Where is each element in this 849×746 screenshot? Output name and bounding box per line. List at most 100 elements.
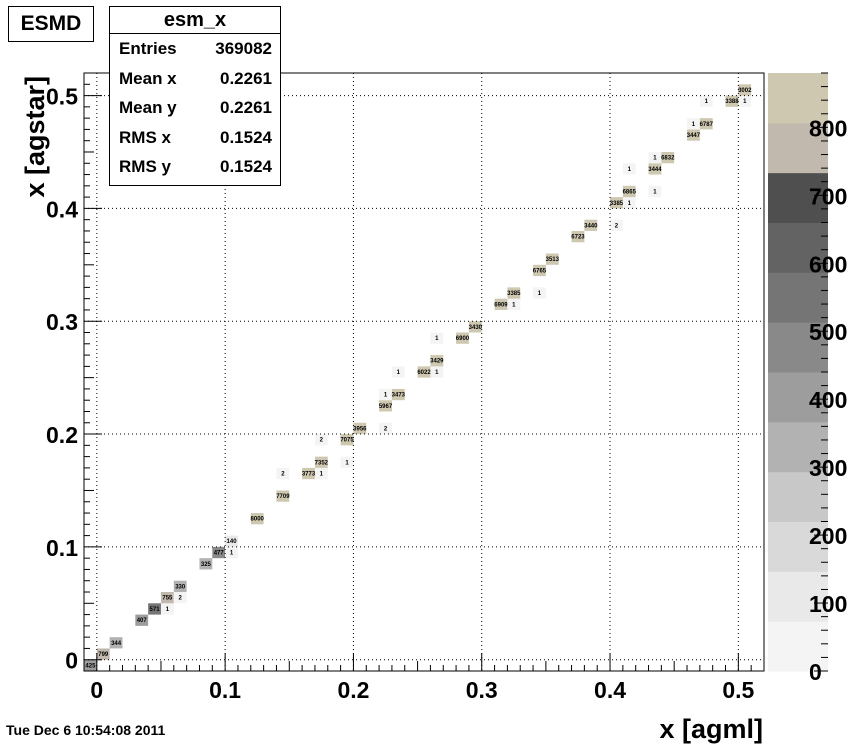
cell-rect xyxy=(160,603,174,615)
cell-rect xyxy=(225,535,238,547)
colorbar: 0 100 200 300 400 500 600 700 800 xyxy=(768,72,847,685)
cell-rect xyxy=(212,546,226,559)
axis-tick-labels: 0 0.1 0.2 0.3 0.4 0.5 0 0.1 0.2 0.3 0.4 0.5 xyxy=(46,84,755,703)
cell-value-label: 1 xyxy=(692,122,696,128)
heatmap-cell: 1 xyxy=(379,388,392,401)
heatmap-cell: 3385 xyxy=(507,287,521,299)
x-tick-label: 0.5 xyxy=(722,677,754,703)
cell-rect xyxy=(391,366,405,378)
cell-value-label: 344 xyxy=(111,641,122,647)
heatmap-cell: 477 xyxy=(212,546,226,559)
heatmap-cell: 3956 xyxy=(353,422,367,435)
cell-value-label: 1 xyxy=(743,99,747,105)
heatmap-cell: 330 xyxy=(173,580,187,593)
stats-row: Mean x 0.2261 xyxy=(110,64,280,94)
cell-value-label: 3473 xyxy=(392,393,406,399)
heatmap-cell: 325 xyxy=(199,558,213,570)
cell-value-label: 3773 xyxy=(302,472,316,478)
heatmap-cell: 140 xyxy=(225,535,238,547)
heatmap-cell: 1 xyxy=(533,287,546,299)
x-tick-label: 0.4 xyxy=(594,677,626,703)
timestamp: Tue Dec 6 10:54:08 2011 xyxy=(6,722,166,738)
heatmap-cell: 2 xyxy=(379,422,392,435)
cell-value-label: 5967 xyxy=(379,404,393,410)
x-tick-label: 0.1 xyxy=(209,677,241,703)
stats-value: 0.2261 xyxy=(220,68,272,88)
cell-value-label: 755 xyxy=(162,596,173,602)
cell-rect xyxy=(648,163,662,175)
cell-rect xyxy=(135,614,149,626)
cell-rect xyxy=(353,422,367,435)
cell-value-label: 3956 xyxy=(353,426,367,432)
heatmap-cell: 571 xyxy=(148,603,161,615)
cell-rect xyxy=(507,298,521,310)
cell-value-label: 7709 xyxy=(276,494,290,500)
colorbar-tick-label: 400 xyxy=(809,387,847,413)
heatmap-cell: 7352 xyxy=(314,456,329,468)
heatmap-cell: 755 xyxy=(160,592,174,604)
heatmap-cell: 3385 xyxy=(610,197,624,209)
colorbar-segment xyxy=(768,621,828,672)
cell-rect xyxy=(199,558,213,570)
cell-rect xyxy=(379,400,392,412)
cell-rect xyxy=(391,388,405,401)
grid-lines xyxy=(84,73,764,671)
cell-rect xyxy=(699,118,713,130)
cell-value-label: 6723 xyxy=(571,235,585,241)
cell-value-label: 1 xyxy=(320,472,324,478)
stats-row: Mean y 0.2261 xyxy=(110,93,280,123)
y-tick-label: 0.1 xyxy=(46,535,78,561)
heatmap-cell: 1 xyxy=(622,197,636,209)
x-tick-label: 0 xyxy=(90,677,103,703)
cell-rect xyxy=(340,434,354,446)
cell-value-label: 2 xyxy=(179,596,183,602)
cell-value-label: 1 xyxy=(653,189,657,195)
heatmap-cell: 1 xyxy=(648,151,662,164)
cell-rect xyxy=(379,388,392,401)
heatmap-cell: 3002 xyxy=(738,84,752,96)
colorbar-tick-label: 500 xyxy=(809,319,847,345)
colorbar-segment xyxy=(768,122,828,174)
cell-value-label: 407 xyxy=(137,618,148,624)
cell-value-label: 6787 xyxy=(700,122,714,128)
cell-rect xyxy=(430,366,444,378)
heatmap-cell: 7709 xyxy=(276,490,290,502)
stats-label: Mean y xyxy=(119,98,177,117)
heatmap-cell: 5967 xyxy=(379,400,393,412)
cell-rect xyxy=(456,332,469,344)
heatmap-cell: 3430 xyxy=(469,321,483,333)
y-axis-label: x [agstar] xyxy=(20,76,50,198)
cell-value-label: 1 xyxy=(435,336,439,342)
stats-row: RMS y 0.1524 xyxy=(110,152,280,182)
cell-value-label: 1 xyxy=(628,201,632,207)
heatmap-cell: 2 xyxy=(610,219,623,231)
cell-value-label: 6765 xyxy=(533,268,547,274)
cell-rect xyxy=(610,197,623,209)
cell-rect xyxy=(687,129,700,141)
cell-rect xyxy=(584,219,598,231)
x-tick-label: 0.2 xyxy=(337,677,369,703)
heatmap-cell: 1 xyxy=(314,467,328,480)
cell-value-label: 1 xyxy=(397,370,401,376)
cell-rect xyxy=(84,659,97,671)
cell-rect xyxy=(687,118,700,130)
colorbar-segment xyxy=(768,73,828,124)
cell-value-label: 2 xyxy=(281,472,285,478)
cell-value-label: 2 xyxy=(320,438,324,444)
heatmap-cell: 1 xyxy=(430,366,444,378)
cell-value-label: 2 xyxy=(615,223,619,229)
colorbar-tick-label: 700 xyxy=(809,183,847,209)
cell-value-label: 8000 xyxy=(251,517,265,523)
cell-rect xyxy=(622,197,636,209)
cell-value-label: 3385 xyxy=(507,291,521,297)
stats-label: Entries xyxy=(119,39,177,58)
colorbar-segment xyxy=(768,322,828,373)
cell-value-label: 1 xyxy=(345,460,349,466)
cell-value-label: 799 xyxy=(98,652,109,658)
y-tick-label: 0.3 xyxy=(46,309,78,335)
colorbar-tick-label: 800 xyxy=(809,115,847,141)
cell-rect xyxy=(314,456,328,468)
cell-rect xyxy=(648,151,662,164)
cell-value-label: 1 xyxy=(705,99,709,105)
